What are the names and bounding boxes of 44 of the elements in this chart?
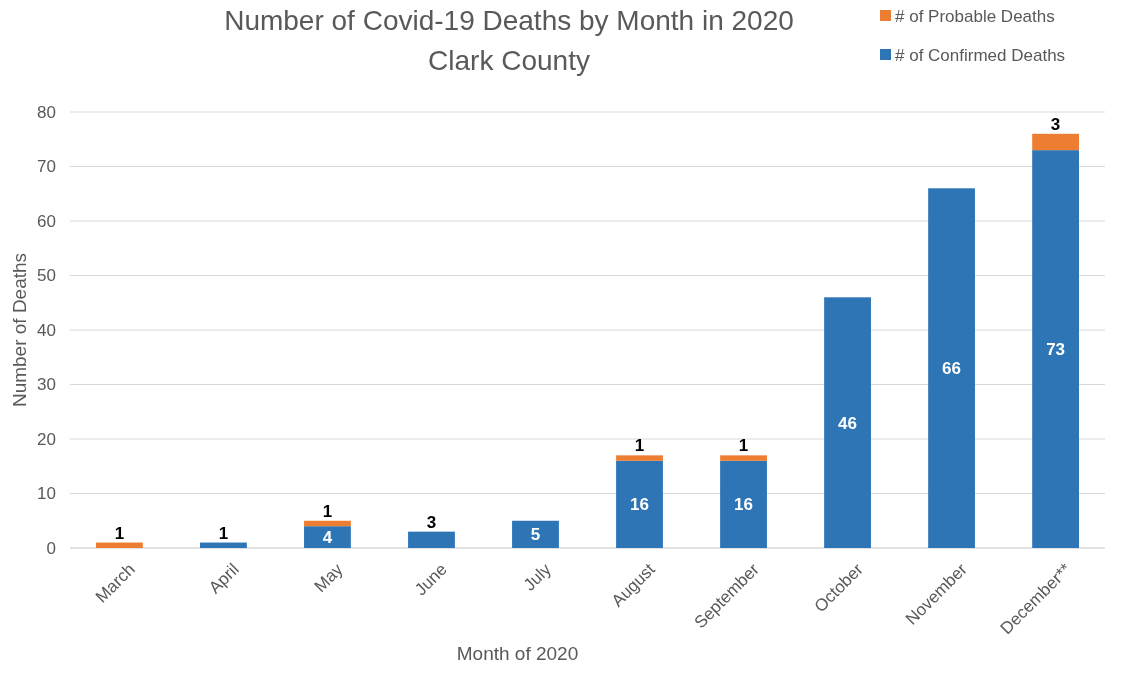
data-label: 46	[838, 413, 858, 433]
data-label: 4	[322, 528, 333, 548]
legend-label: # of Probable Deaths	[895, 6, 1055, 26]
data-label: 3	[426, 512, 437, 532]
data-label: 1	[634, 436, 645, 456]
data-label: 16	[734, 495, 753, 515]
bar	[616, 455, 663, 461]
chart-title: Number of Covid-19 Deaths by Month in 2020 Clark County	[224, 5, 794, 76]
data-label: 1	[114, 523, 125, 543]
bar	[512, 520, 559, 548]
data-label: 3	[1050, 114, 1061, 134]
y-tick-label: 10	[37, 484, 56, 504]
bar	[720, 455, 767, 461]
data-label: 73	[1046, 340, 1066, 360]
y-tick-label: 70	[37, 157, 56, 177]
bar	[720, 460, 767, 548]
y-tick-label: 60	[37, 211, 56, 231]
data-label: 1	[322, 501, 333, 521]
bar	[1032, 133, 1079, 151]
y-tick-label: 20	[37, 429, 56, 449]
bar	[304, 526, 351, 548]
data-label: 1	[218, 523, 229, 543]
data-label: 16	[630, 495, 649, 515]
data-label: 1	[738, 436, 749, 456]
bar	[824, 297, 871, 548]
data-label: 66	[942, 359, 962, 379]
bar	[200, 542, 247, 548]
bar	[616, 460, 663, 548]
bar	[1032, 150, 1079, 548]
y-tick-label: 0	[46, 538, 56, 558]
y-tick-label: 40	[37, 320, 56, 340]
y-tick-label: 80	[37, 102, 56, 122]
bar	[304, 520, 351, 527]
legend-label: # of Confirmed Deaths	[895, 45, 1066, 65]
bar	[408, 531, 455, 548]
x-tick-label: July	[519, 559, 556, 595]
x-tick-label: May	[310, 559, 348, 596]
bar	[928, 188, 975, 548]
y-axis-title: Number of Deaths	[9, 252, 30, 408]
y-tick-label: 50	[37, 266, 56, 286]
data-label: 5	[530, 525, 541, 545]
y-tick-label: 30	[37, 375, 56, 395]
x-axis-title: Month of 2020	[456, 643, 579, 664]
bar	[96, 542, 143, 548]
